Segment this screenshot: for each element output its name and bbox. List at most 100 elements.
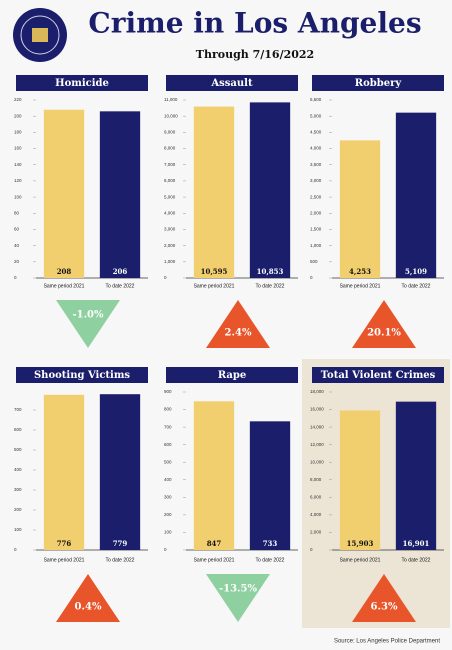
bar xyxy=(193,106,235,278)
y-tick-label: 2,000 xyxy=(164,243,176,248)
bar xyxy=(43,109,85,278)
value-label: 776 xyxy=(57,539,72,548)
y-tick-label: 0 xyxy=(310,547,313,552)
panel-title: Robbery xyxy=(355,78,403,89)
value-label: 847 xyxy=(207,539,222,548)
y-tick-label: 500 xyxy=(14,447,22,452)
change-triangle xyxy=(352,300,416,348)
page-subtitle: Through 7/16/2022 xyxy=(196,48,314,61)
x-tick-label: To date 2022 xyxy=(256,283,285,289)
change-triangle xyxy=(206,300,270,348)
panel-title: Homicide xyxy=(55,78,109,89)
x-tick-label: To date 2022 xyxy=(106,283,135,289)
y-tick-label: 100 xyxy=(14,194,22,199)
y-tick-label: 160 xyxy=(14,146,22,151)
y-tick-label: 4,000 xyxy=(310,512,322,517)
bar xyxy=(249,421,291,550)
value-label: 206 xyxy=(113,267,128,276)
y-tick-label: 200 xyxy=(14,507,22,512)
value-label: 779 xyxy=(113,539,128,548)
y-tick-label: 10,000 xyxy=(164,113,178,118)
bar xyxy=(249,102,291,279)
panel-title: Rape xyxy=(218,370,246,381)
x-tick-label: Same period 2021 xyxy=(340,557,381,563)
y-tick-label: 140 xyxy=(14,162,22,167)
value-label: 208 xyxy=(57,267,72,276)
y-tick-label: 18,000 xyxy=(310,389,324,394)
x-tick-label: Same period 2021 xyxy=(44,283,85,289)
y-tick-label: 5,500 xyxy=(310,97,322,102)
y-tick-label: 100 xyxy=(164,530,172,535)
panel-title: Total Violent Crimes xyxy=(321,370,436,381)
y-tick-label: 400 xyxy=(164,477,172,482)
value-label: 4,253 xyxy=(349,267,371,276)
change-label: 20.1% xyxy=(367,328,401,339)
x-tick-label: To date 2022 xyxy=(256,557,285,563)
value-label: 10,853 xyxy=(257,267,284,276)
x-tick-label: Same period 2021 xyxy=(194,557,235,563)
value-label: 5,109 xyxy=(405,267,427,276)
change-label: 6.3% xyxy=(371,602,398,613)
y-tick-label: 3,000 xyxy=(310,178,322,183)
panel-title-bar xyxy=(166,367,298,383)
x-tick-label: To date 2022 xyxy=(106,557,135,563)
panel-title: Shooting Victims xyxy=(34,370,130,381)
y-tick-label: 700 xyxy=(14,407,22,412)
change-label: 0.4% xyxy=(75,602,102,613)
y-tick-label: 400 xyxy=(14,467,22,472)
y-tick-label: 80 xyxy=(14,210,20,215)
y-tick-label: 0 xyxy=(14,275,17,280)
panel-title-bar xyxy=(166,75,298,91)
panel-title-bar xyxy=(16,75,148,91)
bar xyxy=(99,394,141,550)
y-tick-label: 0 xyxy=(164,547,167,552)
x-tick-label: Same period 2021 xyxy=(340,283,381,289)
x-tick-label: Same period 2021 xyxy=(194,283,235,289)
y-tick-label: 2,000 xyxy=(310,530,322,535)
y-tick-label: 180 xyxy=(14,130,22,135)
y-tick-label: 700 xyxy=(164,424,172,429)
y-tick-label: 0 xyxy=(14,547,17,552)
x-tick-label: To date 2022 xyxy=(402,283,431,289)
bar xyxy=(43,394,85,550)
value-label: 733 xyxy=(263,539,278,548)
y-tick-label: 120 xyxy=(14,178,22,183)
y-tick-label: 1,000 xyxy=(310,243,322,248)
y-tick-label: 3,000 xyxy=(164,227,176,232)
y-tick-label: 40 xyxy=(14,243,20,248)
y-tick-label: 14,000 xyxy=(310,424,324,429)
panel-title: Assault xyxy=(210,78,253,89)
y-tick-label: 0 xyxy=(164,275,167,280)
bar xyxy=(339,410,381,550)
y-tick-label: 200 xyxy=(14,113,22,118)
bar xyxy=(99,111,141,278)
y-tick-label: 4,000 xyxy=(164,210,176,215)
y-tick-label: 2,000 xyxy=(310,210,322,215)
y-tick-label: 900 xyxy=(164,389,172,394)
value-label: 15,903 xyxy=(347,539,374,548)
y-tick-label: 600 xyxy=(14,427,22,432)
page-title: Crime in Los Angeles xyxy=(88,7,421,40)
bar xyxy=(395,112,437,279)
y-tick-label: 9,000 xyxy=(164,130,176,135)
y-tick-label: 4,000 xyxy=(310,146,322,151)
change-label: -13.5% xyxy=(219,584,258,595)
y-tick-label: 220 xyxy=(14,97,22,102)
bar xyxy=(339,140,381,278)
y-tick-label: 8,000 xyxy=(164,146,176,151)
y-tick-label: 4,500 xyxy=(310,130,322,135)
y-tick-label: 12,000 xyxy=(310,442,324,447)
y-tick-label: 100 xyxy=(14,527,22,532)
y-tick-label: 16,000 xyxy=(310,407,324,412)
bar xyxy=(193,401,235,550)
y-tick-label: 300 xyxy=(164,495,172,500)
y-tick-label: 200 xyxy=(164,512,172,517)
y-tick-label: 6,000 xyxy=(310,495,322,500)
y-tick-label: 20 xyxy=(14,259,20,264)
y-tick-label: 2,500 xyxy=(310,194,322,199)
y-tick-label: 6,000 xyxy=(164,178,176,183)
y-tick-label: 500 xyxy=(164,459,172,464)
y-tick-label: 8,000 xyxy=(310,477,322,482)
